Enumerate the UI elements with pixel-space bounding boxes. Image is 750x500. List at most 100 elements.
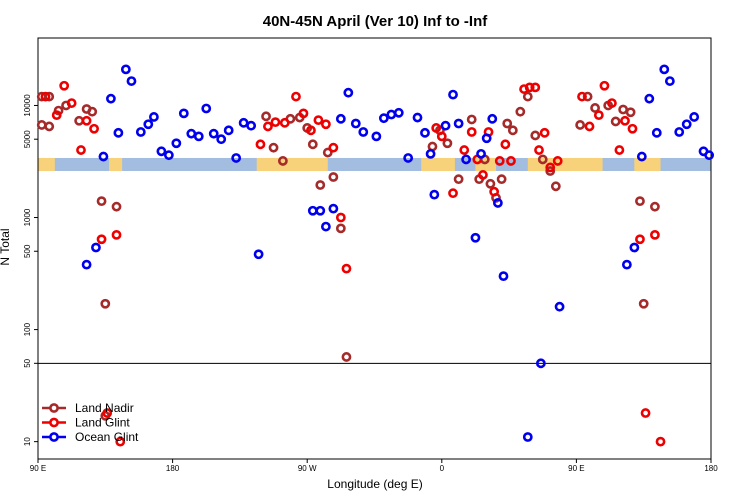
point-land-nadir bbox=[507, 125, 518, 136]
point-ocean-glint bbox=[143, 119, 154, 130]
point-ocean-glint bbox=[216, 134, 227, 145]
legend-label-land-nadir: Land Nadir bbox=[75, 401, 134, 415]
land-band-segment bbox=[475, 157, 497, 172]
point-land-glint bbox=[448, 188, 458, 199]
point-land-nadir bbox=[328, 172, 339, 182]
x-tick-label: 180 bbox=[704, 464, 718, 473]
point-ocean-glint bbox=[371, 131, 382, 142]
point-land-nadir bbox=[442, 138, 453, 149]
y-tick-label: 50 bbox=[23, 358, 32, 367]
point-land-nadir bbox=[96, 196, 107, 207]
point-land-glint bbox=[620, 115, 630, 126]
point-ocean-glint bbox=[420, 127, 430, 138]
point-land-nadir bbox=[100, 298, 111, 309]
point-ocean-glint bbox=[425, 148, 436, 159]
point-land-glint bbox=[436, 131, 447, 142]
point-land-nadir bbox=[341, 352, 352, 362]
point-ocean-glint bbox=[253, 249, 264, 260]
point-land-glint bbox=[89, 123, 99, 134]
point-ocean-glint bbox=[393, 107, 404, 118]
point-land-glint bbox=[279, 117, 290, 128]
point-land-nadir bbox=[485, 178, 496, 189]
point-ocean-glint bbox=[186, 128, 197, 139]
point-land-glint bbox=[255, 139, 266, 150]
point-land-glint bbox=[298, 108, 309, 119]
point-land-glint bbox=[76, 145, 86, 155]
point-ocean-glint bbox=[231, 153, 242, 163]
point-ocean-glint bbox=[522, 432, 533, 442]
point-land-glint bbox=[599, 80, 610, 91]
point-ocean-glint bbox=[223, 125, 234, 136]
point-ocean-glint bbox=[113, 127, 124, 138]
point-land-nadir bbox=[261, 111, 271, 122]
point-ocean-glint bbox=[476, 148, 486, 159]
legend-marker-land-glint bbox=[49, 417, 59, 428]
point-ocean-glint bbox=[644, 93, 655, 104]
point-land-glint bbox=[593, 110, 604, 121]
point-land-nadir bbox=[315, 180, 326, 190]
x-tick-label: 90 E bbox=[568, 464, 584, 473]
point-land-glint bbox=[552, 156, 563, 166]
point-land-glint bbox=[313, 115, 324, 126]
point-land-nadir bbox=[335, 223, 346, 234]
point-ocean-glint bbox=[481, 133, 492, 144]
y-tick-label: 10000 bbox=[23, 94, 32, 117]
point-land-glint bbox=[291, 91, 301, 102]
x-tick-label: 90 W bbox=[298, 464, 317, 473]
point-land-glint bbox=[270, 117, 281, 128]
point-ocean-glint bbox=[328, 203, 339, 214]
point-ocean-glint bbox=[689, 112, 700, 122]
point-land-glint bbox=[539, 127, 550, 138]
point-land-glint bbox=[614, 145, 625, 155]
point-land-nadir bbox=[522, 91, 533, 102]
point-ocean-glint bbox=[193, 131, 204, 142]
point-ocean-glint bbox=[378, 113, 389, 124]
point-ocean-glint bbox=[335, 113, 346, 124]
point-land-glint bbox=[81, 115, 92, 126]
data-points bbox=[36, 64, 715, 447]
x-tick-label: 90 E bbox=[30, 464, 46, 473]
point-land-glint bbox=[635, 234, 645, 245]
legend-marker-ocean-glint bbox=[49, 432, 59, 442]
point-land-nadir bbox=[618, 104, 629, 115]
point-land-nadir bbox=[87, 106, 98, 117]
point-ocean-glint bbox=[674, 127, 685, 137]
point-land-glint bbox=[328, 142, 339, 153]
point-land-glint bbox=[115, 436, 126, 447]
point-ocean-glint bbox=[453, 118, 464, 129]
y-tick-label: 500 bbox=[23, 244, 32, 258]
point-ocean-glint bbox=[386, 109, 397, 120]
point-land-glint bbox=[640, 408, 651, 418]
point-ocean-glint bbox=[246, 120, 257, 131]
y-tick-label: 5000 bbox=[23, 130, 32, 148]
point-land-glint bbox=[66, 98, 77, 108]
point-land-glint bbox=[524, 82, 535, 93]
point-land-glint bbox=[320, 119, 331, 130]
point-ocean-glint bbox=[440, 120, 451, 131]
point-land-glint bbox=[96, 234, 107, 245]
point-ocean-glint bbox=[120, 64, 131, 75]
point-ocean-glint bbox=[403, 153, 414, 163]
point-land-glint bbox=[650, 229, 660, 240]
point-land-nadir bbox=[44, 91, 55, 102]
point-land-nadir bbox=[650, 201, 660, 212]
point-ocean-glint bbox=[208, 128, 219, 139]
point-land-nadir bbox=[111, 201, 122, 212]
point-land-glint bbox=[466, 127, 477, 137]
point-ocean-glint bbox=[81, 259, 92, 270]
point-ocean-glint bbox=[448, 89, 458, 100]
point-land-nadir bbox=[575, 120, 586, 130]
point-land-nadir bbox=[582, 91, 593, 102]
point-ocean-glint bbox=[704, 150, 715, 161]
land-mask-band bbox=[38, 157, 711, 172]
point-ocean-glint bbox=[307, 205, 318, 216]
point-land-nadir bbox=[530, 130, 541, 141]
point-ocean-glint bbox=[651, 127, 662, 138]
land-band-segment bbox=[256, 157, 328, 172]
point-land-glint bbox=[506, 156, 516, 166]
point-land-glint bbox=[263, 121, 273, 132]
point-land-glint bbox=[655, 436, 666, 447]
point-ocean-glint bbox=[106, 93, 116, 104]
point-land-glint bbox=[607, 98, 617, 108]
